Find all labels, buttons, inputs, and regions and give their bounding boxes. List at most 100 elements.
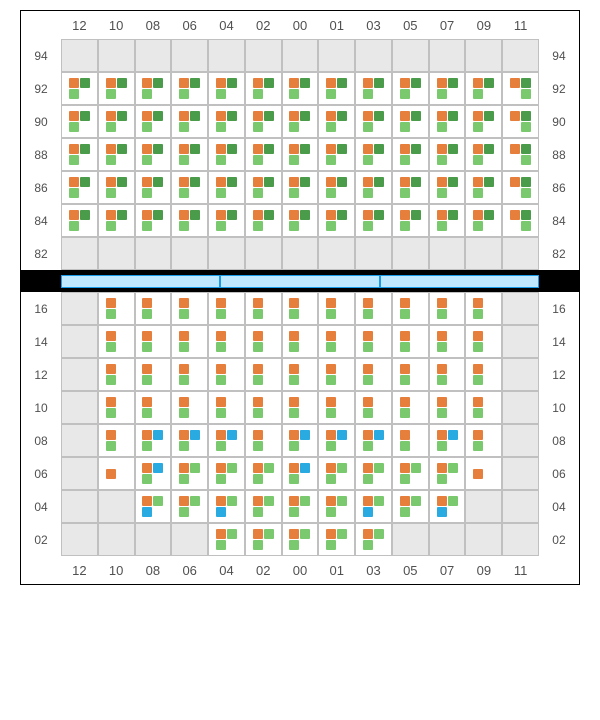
rack-cell [355,105,392,138]
rack-cell [502,138,539,171]
rack-cell [171,391,208,424]
rack-cell [282,171,319,204]
row-label-right: 14 [539,325,579,358]
rack-cell [392,490,429,523]
rack-cell [61,138,98,171]
rack-cell [318,138,355,171]
rack-cell [171,292,208,325]
rack-cell [502,204,539,237]
column-label: 03 [355,556,392,584]
rack-cell [429,39,466,72]
rack-cell [282,72,319,105]
rack-cell [355,204,392,237]
row-label-left: 04 [21,490,61,523]
rack-cell [61,204,98,237]
rack-cell [245,292,282,325]
rack-cell [135,490,172,523]
rack-cell [392,105,429,138]
rack-cell [355,39,392,72]
column-label: 07 [429,556,466,584]
rack-cell [355,424,392,457]
rack-cell [171,105,208,138]
rack-cell [429,204,466,237]
column-label: 08 [135,556,172,584]
rack-cell [502,490,539,523]
rack-cell [429,358,466,391]
divider-segment [380,275,539,288]
rack-cell [245,39,282,72]
divider-segment [61,275,220,288]
rack-cell [318,325,355,358]
rack-cell [135,325,172,358]
bottom-panel-grid: 16161414121210100808060604040202 [21,292,579,556]
row-label-right: 04 [539,490,579,523]
row-label-left: 12 [21,358,61,391]
rack-cell [355,523,392,556]
rack-cell [282,204,319,237]
rack-cell [502,325,539,358]
row-label-left: 88 [21,138,61,171]
column-label: 12 [61,11,98,39]
rack-cell [282,138,319,171]
rack-cell [282,105,319,138]
column-label: 10 [98,11,135,39]
rack-cell [282,292,319,325]
rack-cell [392,292,429,325]
rack-cell [318,39,355,72]
rack-cell [208,237,245,270]
rack-cell [392,523,429,556]
rack-cell [245,424,282,457]
rack-cell [245,171,282,204]
row-label-left: 16 [21,292,61,325]
row-label-right: 02 [539,523,579,556]
row-label-right: 82 [539,237,579,270]
rack-cell [245,523,282,556]
rack-cell [355,358,392,391]
rack-cell [502,237,539,270]
rack-cell [282,490,319,523]
rack-cell [208,292,245,325]
rack-cell [355,138,392,171]
rack-cell [318,358,355,391]
rack-cell [245,237,282,270]
column-label: 12 [61,556,98,584]
rack-cell [429,72,466,105]
rack-cell [171,204,208,237]
rack-cell [318,171,355,204]
rack-cell [208,204,245,237]
row-label-left: 06 [21,457,61,490]
row-label-right: 16 [539,292,579,325]
rack-cell [318,72,355,105]
rack-cell [465,204,502,237]
row-label-left: 84 [21,204,61,237]
rack-cell [98,424,135,457]
rack-cell [392,204,429,237]
rack-cell [392,39,429,72]
row-label-left: 10 [21,391,61,424]
row-label-left: 86 [21,171,61,204]
row-label-left: 82 [21,237,61,270]
rack-cell [392,391,429,424]
rack-cell [171,39,208,72]
rack-cell [392,237,429,270]
rack-cell [282,523,319,556]
rack-cell [171,490,208,523]
rack-cell [355,325,392,358]
rack-cell [98,490,135,523]
rack-cell [98,457,135,490]
rack-cell [208,171,245,204]
row-label-right: 84 [539,204,579,237]
rack-cell [392,457,429,490]
divider-segment [220,275,379,288]
rack-cell [135,72,172,105]
rack-cell [171,237,208,270]
rack-cell [135,171,172,204]
rack-cell [98,523,135,556]
rack-cell [61,237,98,270]
rack-cell [135,138,172,171]
rack-cell [282,358,319,391]
rack-cell [392,72,429,105]
rack-cell [318,237,355,270]
rack-cell [392,171,429,204]
rack-cell [465,523,502,556]
